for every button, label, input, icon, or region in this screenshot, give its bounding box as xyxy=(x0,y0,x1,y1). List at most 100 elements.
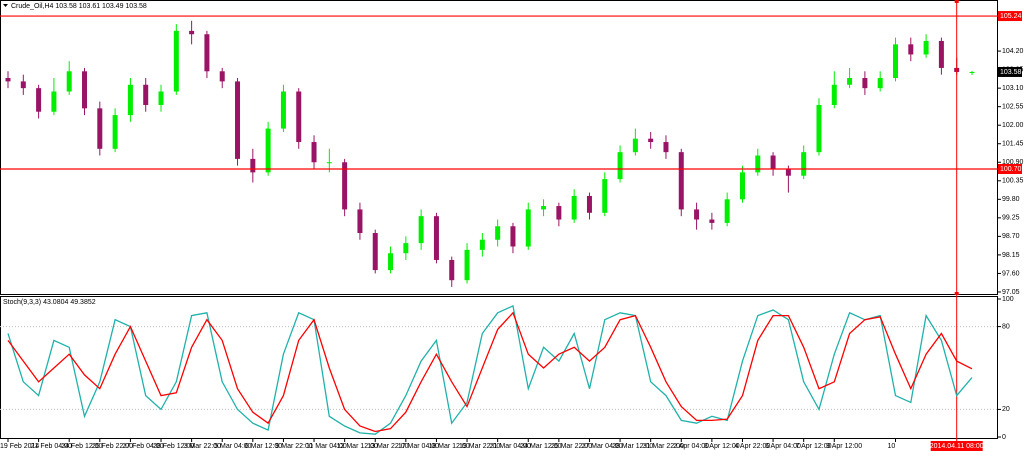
candle-body xyxy=(908,44,914,55)
x-tick-label: 2 Apr 04:00 xyxy=(673,443,709,450)
x-tick-label: 10 xyxy=(887,443,895,450)
candle-body xyxy=(923,40,929,55)
y-tick-label: 102.00 xyxy=(1002,122,1024,129)
candle-body xyxy=(785,168,791,176)
y-tick-label: 0 xyxy=(1002,434,1006,441)
candle-body xyxy=(541,206,547,210)
x-tick-label: 24 Feb 12:00 xyxy=(61,443,102,450)
candle-body xyxy=(510,226,516,247)
cursor-label-box xyxy=(930,441,983,451)
last-price-box xyxy=(998,66,1022,77)
y-tick-label: 98.15 xyxy=(1002,252,1020,259)
hline-label: 105.24 xyxy=(1000,13,1022,20)
x-tick-label: 18 Mar 12:00 xyxy=(428,443,469,450)
candle-body xyxy=(831,84,837,105)
x-tick-label: 5 Mar 04:00 xyxy=(214,443,251,450)
x-tick-label: 7 Apr 12:00 xyxy=(796,443,832,450)
x-tick-label: 12 Mar 12:00 xyxy=(337,443,378,450)
candle-body xyxy=(525,209,531,247)
x-tick-label: 3 Mar 22:00 xyxy=(184,443,221,450)
candle-body xyxy=(342,162,348,210)
y-tick-label: 104.20 xyxy=(1002,48,1024,55)
chart-title: Crude_Oil,H4 103.58 103.61 103.49 103.58 xyxy=(11,3,147,10)
candle-body xyxy=(265,128,271,173)
candle-body xyxy=(433,216,439,260)
x-tick-label: 6 Apr 04:00 xyxy=(765,443,801,450)
candle-body xyxy=(602,179,608,213)
candle-body xyxy=(235,81,241,159)
candle-body xyxy=(724,199,730,223)
candle-body xyxy=(938,40,944,68)
y-tick-label: 100.35 xyxy=(1002,178,1024,185)
y-tick-label: 101.45 xyxy=(1002,141,1024,148)
candle-body xyxy=(709,219,715,223)
candle-body xyxy=(847,78,853,85)
candle-body xyxy=(892,44,898,79)
y-tick-label: 97.60 xyxy=(1002,270,1020,277)
candle-body xyxy=(112,115,118,149)
candle-body xyxy=(816,104,822,153)
candle-body xyxy=(418,216,424,244)
x-tick-label: 31 Mar 22:00 xyxy=(643,443,684,450)
candle-body xyxy=(648,138,654,143)
indicator-pane-border xyxy=(0,296,998,439)
cursor-marker xyxy=(954,0,959,3)
candle-body xyxy=(495,226,501,240)
candle-body xyxy=(20,81,26,89)
candle-body xyxy=(755,155,761,173)
y-tick-label: 99.80 xyxy=(1002,196,1020,203)
x-tick-label: 27 Mar 04:00 xyxy=(581,443,622,450)
y-tick-label: 103.10 xyxy=(1002,85,1024,92)
indicator-title: Stoch(9,3,3) 43.0804 49.3852 xyxy=(3,299,96,306)
candle-body xyxy=(617,152,623,180)
y-tick-label: 100 xyxy=(1002,296,1014,303)
candle-body xyxy=(556,206,562,220)
y-tick-label: 80 xyxy=(1002,323,1010,330)
x-tick-label: 11 Mar 04:00 xyxy=(306,443,347,450)
x-tick-label: 27 Feb 04:00 xyxy=(122,443,163,450)
candle-body xyxy=(173,30,179,92)
candle-body xyxy=(571,195,577,220)
cursor-marker xyxy=(954,292,959,295)
menu-triangle[interactable] xyxy=(3,4,8,7)
main-pane-border xyxy=(0,0,998,295)
candle-body xyxy=(250,158,256,173)
hline-label-box xyxy=(998,163,1022,174)
y-tick-label: 100.90 xyxy=(1002,159,1024,166)
stoch-line xyxy=(7,304,973,435)
y-tick-label: 102.55 xyxy=(1002,104,1024,111)
candle-body xyxy=(801,152,807,176)
x-tick-label: 19 Mar 22:00 xyxy=(459,443,500,450)
candle-body xyxy=(280,91,286,129)
candle-body xyxy=(449,259,455,281)
x-tick-label: 9 Mar 22:00 xyxy=(275,443,312,450)
candle-body xyxy=(372,233,378,271)
candle-body xyxy=(632,138,638,153)
last-price-label: 103.58 xyxy=(1000,69,1022,76)
candle-body xyxy=(739,172,745,200)
candle-body xyxy=(403,243,409,254)
x-tick-label: 28 Mar 12:00 xyxy=(612,443,653,450)
candle-body xyxy=(97,108,103,149)
candle-body xyxy=(36,88,42,112)
stoch-line xyxy=(7,311,973,433)
candle-body xyxy=(663,142,669,153)
candle-body xyxy=(326,162,332,164)
candle-body xyxy=(158,91,164,105)
candle-body xyxy=(357,209,363,234)
candle-body xyxy=(862,78,868,89)
candle-body xyxy=(969,71,975,73)
candle-body xyxy=(219,71,225,82)
candle-body xyxy=(770,155,776,169)
x-tick-label: 6 Mar 12:00 xyxy=(245,443,282,450)
candle-body xyxy=(479,239,485,250)
x-tick-label: 25 Feb 22:00 xyxy=(92,443,133,450)
candle-body xyxy=(296,91,302,143)
candle-body xyxy=(464,249,470,281)
candle-body xyxy=(143,84,149,105)
candle-body xyxy=(877,78,883,89)
y-tick-label: 99.25 xyxy=(1002,215,1020,222)
candle-body xyxy=(586,195,592,213)
